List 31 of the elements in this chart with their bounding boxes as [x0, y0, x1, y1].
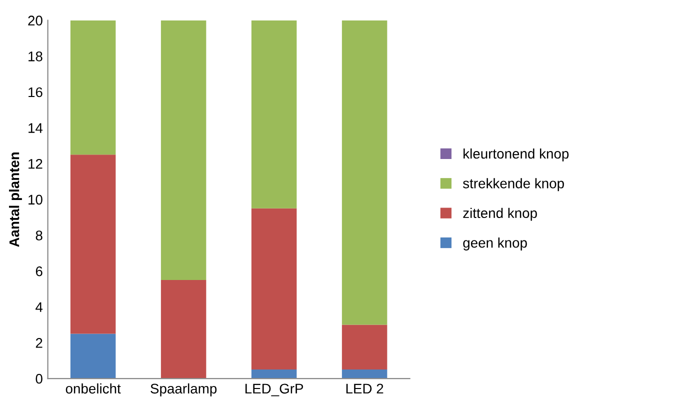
legend-label: zittend knop [463, 208, 537, 221]
bar [251, 370, 297, 379]
y-tick-label: 0 [36, 374, 42, 384]
legend-label: geen knop [463, 238, 527, 250]
y-tick-label: 8 [36, 230, 42, 240]
x-tick-label: LED_GrP [245, 384, 304, 396]
bar [160, 280, 206, 379]
bar [342, 20, 388, 325]
y-axis-title: Aantal planten [9, 152, 22, 247]
y-tick-label: 6 [36, 266, 42, 276]
bar [70, 154, 116, 334]
bar [251, 208, 297, 370]
legend-label: strekkende knop [463, 178, 564, 192]
y-tick-label: 2 [36, 338, 42, 348]
y-tick-label: 12 [28, 158, 42, 169]
y-tick-label: 10 [28, 194, 42, 205]
legend-label: kleurtonend knop [464, 148, 569, 162]
y-tick-label: 18 [28, 52, 42, 62]
bar [70, 334, 116, 379]
y-tick-label: 20 [28, 16, 42, 26]
bar [160, 20, 206, 280]
x-tick-label: LED 2 [346, 384, 384, 394]
y-tick-label: 4 [36, 302, 43, 312]
bar [70, 20, 116, 155]
y-tick-label: 16 [28, 87, 42, 98]
bar [342, 324, 388, 370]
bar [251, 20, 297, 208]
x-tick-label: onbelicht [66, 383, 121, 394]
y-tick-label: 14 [28, 123, 43, 133]
bar [342, 370, 388, 379]
x-tick-label: Spaarlamp [150, 383, 217, 396]
